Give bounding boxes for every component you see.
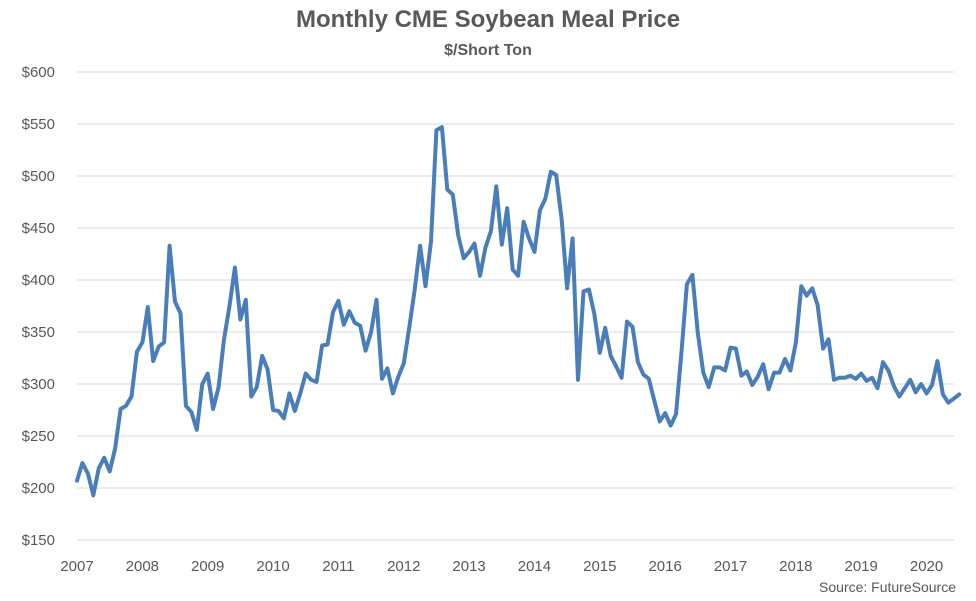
x-tick-label: 2016 <box>648 558 681 575</box>
x-tick-label: 2008 <box>126 558 159 575</box>
x-axis-ticks: 2007 2008 2009 2010 2011 2012 2013 2014 2015 2016… <box>60 558 943 575</box>
y-axis-ticks: $150 $200 $250 $300 $350 $400 $450 $500 $550 $600 <box>22 64 55 549</box>
y-tick-label: $250 <box>22 428 55 445</box>
chart-title: Monthly CME Soybean Meal Price <box>295 6 681 33</box>
y-tick-label: $400 <box>22 272 55 289</box>
x-tick-label: 2018 <box>779 558 812 575</box>
y-tick-label: $450 <box>22 220 55 237</box>
x-tick-label: 2017 <box>714 558 747 575</box>
x-tick-label: 2020 <box>910 558 943 575</box>
y-tick-label: $300 <box>22 376 55 393</box>
x-tick-label: 2012 <box>387 558 420 575</box>
price-series-line <box>75 125 962 498</box>
y-tick-label: $350 <box>22 324 55 341</box>
x-tick-label: 2011 <box>322 558 354 575</box>
x-tick-label: 2010 <box>256 558 289 575</box>
x-tick-label: 2007 <box>60 558 93 575</box>
gridlines <box>77 71 954 541</box>
series-group <box>75 125 962 498</box>
y-tick-label: $200 <box>22 480 55 497</box>
x-tick-label: 2009 <box>191 558 224 575</box>
chart-subtitle: $/Short Ton <box>444 42 532 59</box>
y-tick-label: $600 <box>22 64 55 81</box>
y-tick-label: $550 <box>22 116 55 133</box>
x-tick-label: 2015 <box>583 558 616 575</box>
y-tick-label: $500 <box>22 168 55 185</box>
y-tick-label: $150 <box>22 532 55 549</box>
x-tick-label: 2019 <box>845 558 878 575</box>
x-tick-label: 2014 <box>518 558 551 575</box>
x-tick-label: 2013 <box>452 558 485 575</box>
source-note: Source: FutureSource <box>819 579 956 595</box>
